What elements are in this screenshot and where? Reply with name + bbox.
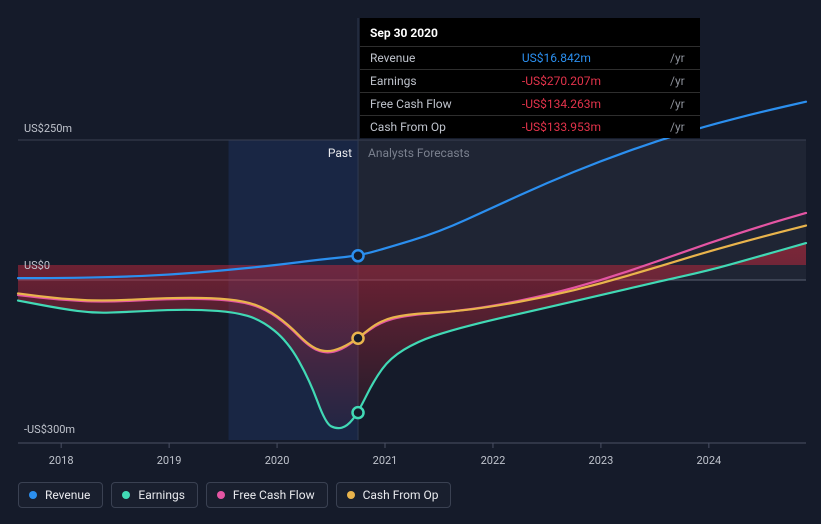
x-axis-label: 2021 bbox=[373, 454, 398, 467]
tooltip-row-value: -US$270.207m bbox=[512, 70, 660, 93]
legend-dot-icon bbox=[29, 491, 37, 499]
legend-item-fcf[interactable]: Free Cash Flow bbox=[206, 482, 328, 508]
legend-item-label: Revenue bbox=[45, 488, 90, 502]
legend-item-label: Earnings bbox=[138, 488, 185, 502]
x-axis-label: 2024 bbox=[696, 454, 721, 467]
legend-dot-icon bbox=[347, 491, 355, 499]
x-axis-label: 2022 bbox=[481, 454, 506, 467]
forecast-section-label: Analysts Forecasts bbox=[368, 146, 470, 160]
legend-item-label: Free Cash Flow bbox=[233, 488, 315, 502]
x-axis-label: 2018 bbox=[49, 454, 74, 467]
legend-dot-icon bbox=[122, 491, 130, 499]
legend-item-label: Cash From Op bbox=[363, 488, 439, 502]
tooltip-title: Sep 30 2020 bbox=[360, 24, 700, 46]
data-tooltip: Sep 30 2020 RevenueUS$16.842m/yrEarnings… bbox=[360, 18, 700, 138]
tooltip-row: Free Cash Flow-US$134.263m/yr bbox=[360, 93, 700, 116]
x-axis-label: 2020 bbox=[265, 454, 290, 467]
tooltip-row-value: -US$133.953m bbox=[512, 116, 660, 139]
past-section-label: Past bbox=[318, 146, 352, 160]
y-axis-label: -US$300m bbox=[24, 423, 75, 436]
legend-item-cfo[interactable]: Cash From Op bbox=[336, 482, 452, 508]
legend-item-earnings[interactable]: Earnings bbox=[111, 482, 198, 508]
x-axis-label: 2023 bbox=[589, 454, 614, 467]
x-axis-label: 2019 bbox=[157, 454, 182, 467]
tooltip-row-unit: /yr bbox=[660, 93, 700, 116]
y-axis-label: US$250m bbox=[24, 122, 72, 135]
forecast-chart: { "layout": { "width": 821, "height": 52… bbox=[0, 0, 821, 524]
tooltip-row: Earnings-US$270.207m/yr bbox=[360, 70, 700, 93]
y-axis-label: US$0 bbox=[24, 259, 50, 272]
tooltip-row: Cash From Op-US$133.953m/yr bbox=[360, 116, 700, 139]
tooltip-row-label: Cash From Op bbox=[360, 116, 512, 139]
tooltip-row-value: -US$134.263m bbox=[512, 93, 660, 116]
tooltip-row-unit: /yr bbox=[660, 116, 700, 139]
tooltip-table: RevenueUS$16.842m/yrEarnings-US$270.207m… bbox=[360, 46, 700, 138]
tooltip-row-label: Earnings bbox=[360, 70, 512, 93]
legend-dot-icon bbox=[217, 491, 225, 499]
chart-legend: Revenue Earnings Free Cash Flow Cash From O… bbox=[18, 482, 451, 508]
tooltip-row-unit: /yr bbox=[660, 70, 700, 93]
tooltip-row: RevenueUS$16.842m/yr bbox=[360, 47, 700, 70]
tooltip-row-label: Revenue bbox=[360, 47, 512, 70]
tooltip-row-value: US$16.842m bbox=[512, 47, 660, 70]
tooltip-row-label: Free Cash Flow bbox=[360, 93, 512, 116]
tooltip-row-unit: /yr bbox=[660, 47, 700, 70]
legend-item-revenue[interactable]: Revenue bbox=[18, 482, 103, 508]
